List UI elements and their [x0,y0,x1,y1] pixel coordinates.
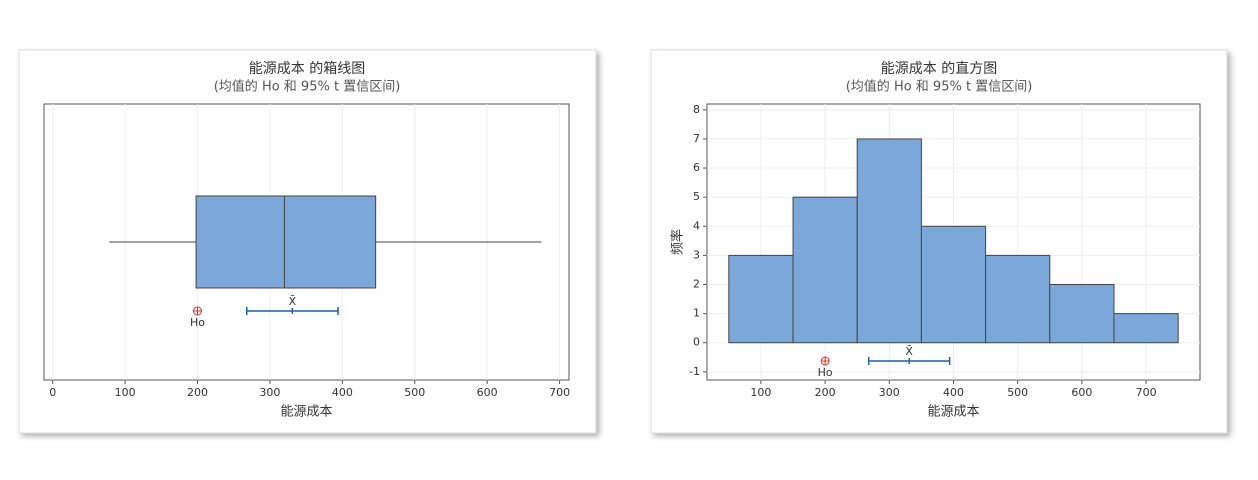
y-tick-label: 1 [693,307,700,320]
x-tick-label: 600 [1071,386,1092,399]
x-tick-label: 700 [1136,386,1157,399]
x-tick-label: 300 [879,386,900,399]
mean-label: X̄ [905,345,913,358]
chart-subtitle: (均值的 Ho 和 95% t 置信区间) [214,79,401,95]
h0-label: Ho [818,366,833,379]
x-tick-label: 100 [750,386,771,399]
chart-title: 能源成本 的直方图 [881,60,997,77]
x-tick-label: 500 [1007,386,1028,399]
bar [985,254,1051,344]
h0-label: Ho [190,316,205,329]
x-axis-label: 能源成本 [280,405,332,420]
x-axis-label: 能源成本 [927,405,979,420]
x-tick-label: 600 [477,386,498,399]
box [195,195,377,289]
y-tick-label: -1 [689,365,700,378]
y-tick-label: 6 [693,161,700,174]
bar [1113,313,1179,344]
bar [728,254,794,344]
y-tick-label: 3 [693,248,700,261]
mean-label: X̄ [289,295,297,308]
y-tick-label: 5 [693,190,700,203]
y-axis-label: 频率 [670,229,686,255]
bar [856,138,922,344]
x-tick-label: 400 [943,386,964,399]
x-tick-label: 400 [332,386,353,399]
x-tick-label: 300 [259,386,280,399]
y-tick-label: 2 [693,278,700,291]
y-tick-label: 4 [693,219,700,232]
bar [920,225,987,344]
x-tick-label: 200 [187,386,208,399]
x-tick-label: 700 [549,386,570,399]
bar [792,196,858,344]
x-tick-label: 100 [115,386,136,399]
x-tick-label: 500 [404,386,425,399]
chart-subtitle: (均值的 Ho 和 95% t 置信区间) [846,79,1033,95]
x-tick-label: 0 [49,386,56,399]
y-tick-label: 0 [693,336,700,349]
chart-title: 能源成本 的箱线图 [249,61,365,77]
y-tick-label: 7 [693,132,700,145]
bar [1049,284,1115,344]
y-tick-label: 8 [693,103,700,116]
x-tick-label: 200 [815,386,836,399]
